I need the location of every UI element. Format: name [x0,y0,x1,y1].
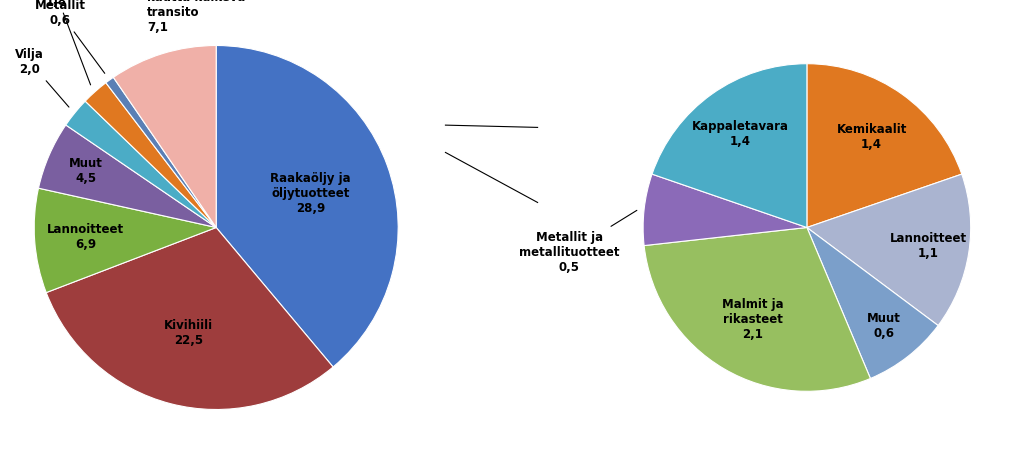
Wedge shape [652,64,807,228]
Text: Metallit ja
metallituotteet
0,5: Metallit ja metallituotteet 0,5 [519,210,637,273]
Wedge shape [644,228,870,391]
Text: Kivihiili
22,5: Kivihiili 22,5 [164,319,213,347]
Wedge shape [105,77,216,228]
Wedge shape [807,174,971,325]
Text: Muut
4,5: Muut 4,5 [69,157,102,185]
Text: Kemikaalit
1,4: Kemikaalit 1,4 [837,123,907,151]
Text: Metallit
0,6: Metallit 0,6 [35,0,104,73]
Wedge shape [643,174,807,246]
Text: Vilja
2,0: Vilja 2,0 [15,48,69,107]
Text: Muut
0,6: Muut 0,6 [866,312,900,339]
Text: Malmit ja
rikasteet
2,1: Malmit ja rikasteet 2,1 [722,298,783,341]
Wedge shape [34,188,216,293]
Wedge shape [39,125,216,228]
Text: Kappaletavara
1,4: Kappaletavara 1,4 [692,120,788,148]
Wedge shape [46,228,333,410]
Wedge shape [114,46,216,228]
Text: Lannoitteet
1,1: Lannoitteet 1,1 [890,233,967,260]
Text: Malmit ja rikasteet
1,8: Malmit ja rikasteet 1,8 [0,0,119,85]
Wedge shape [216,46,398,367]
Wedge shape [66,101,216,228]
Wedge shape [807,64,962,228]
Text: Raakaöljy ja
öljytuotteet
28,9: Raakaöljy ja öljytuotteet 28,9 [270,172,350,215]
Wedge shape [807,228,938,379]
Wedge shape [85,83,216,228]
Text: Suomen satamien
kautta kulkeva
transito
7,1: Suomen satamien kautta kulkeva transito … [147,0,266,34]
Text: Lannoitteet
6,9: Lannoitteet 6,9 [47,223,124,251]
